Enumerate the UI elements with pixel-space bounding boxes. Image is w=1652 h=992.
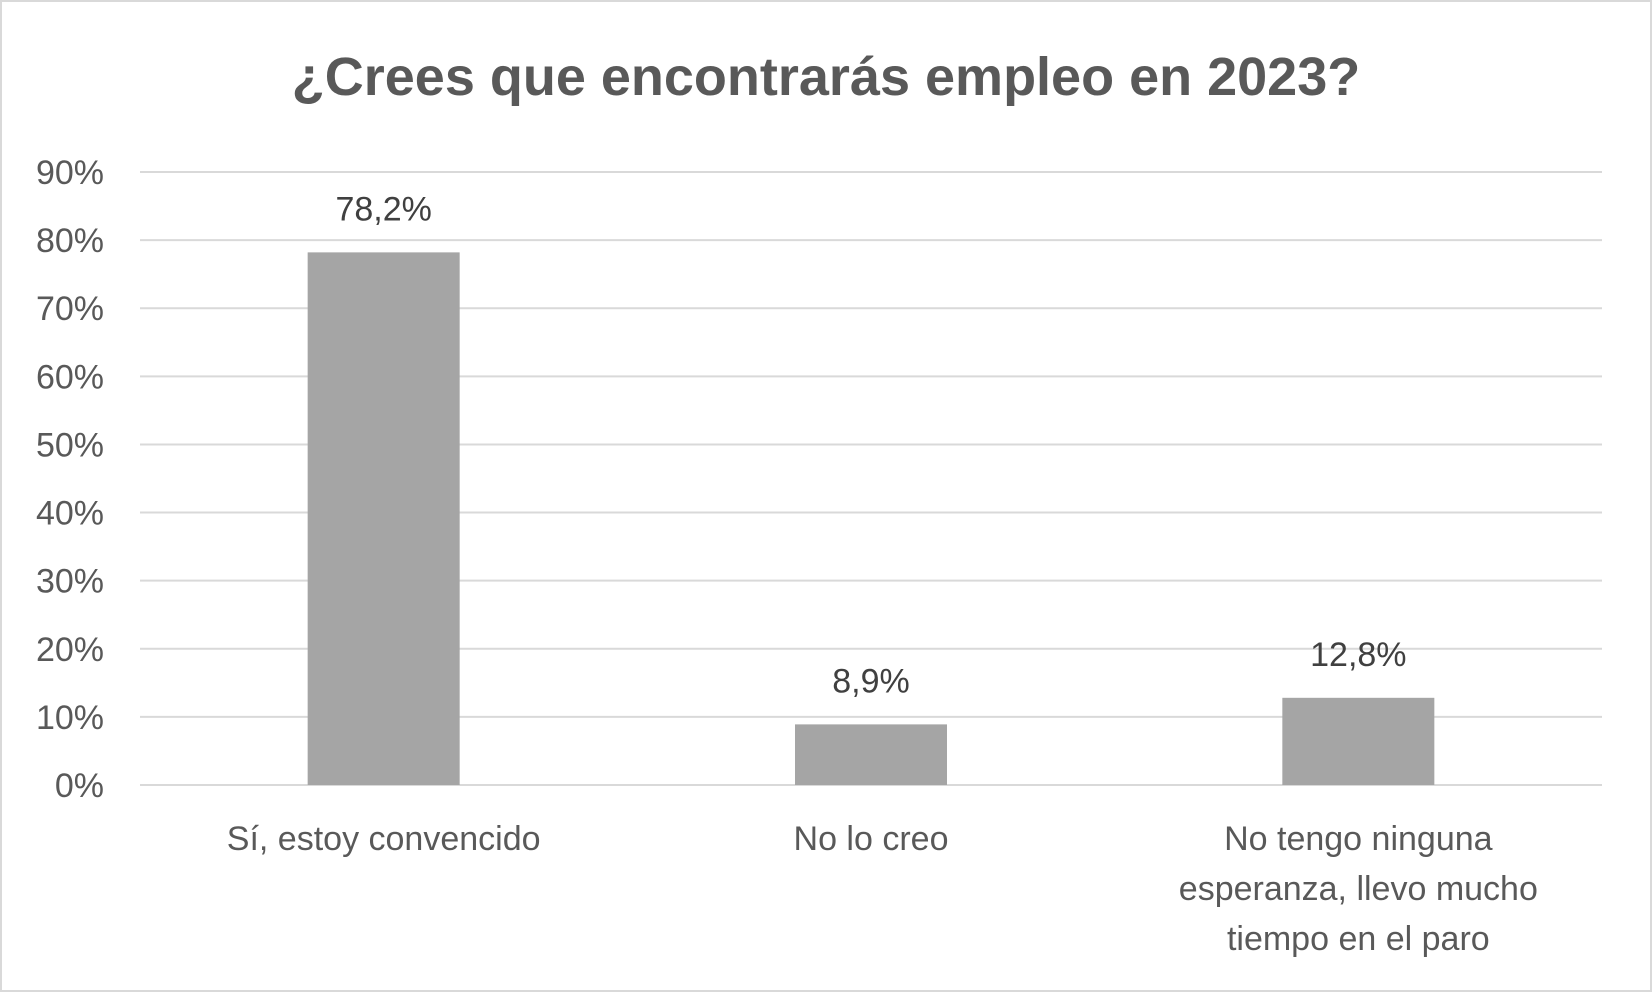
- category-label: No tengo ninguna esperanza, llevo mucho ti…: [1179, 820, 1538, 958]
- bar: [307, 252, 460, 786]
- category-label-line: Sí, estoy convencido: [227, 820, 541, 858]
- data-label: 12,8%: [1310, 636, 1406, 674]
- y-tick-label: 50%: [36, 426, 104, 464]
- data-label: 78,2%: [335, 190, 431, 228]
- category-label-line: No tengo ninguna: [1224, 820, 1493, 858]
- y-tick-label: 90%: [36, 154, 104, 192]
- data-label: 8,9%: [832, 662, 910, 700]
- y-tick-label: 20%: [36, 631, 104, 669]
- bar: [795, 724, 947, 785]
- category-label-line: No lo creo: [794, 820, 949, 858]
- category-label: No lo creo: [794, 820, 949, 858]
- y-tick-label: 40%: [36, 495, 104, 533]
- y-tick-label: 10%: [36, 699, 104, 737]
- category-label-line: tiempo en el paro: [1227, 920, 1490, 958]
- category-label-line: esperanza, llevo mucho: [1179, 870, 1538, 908]
- bar: [1282, 697, 1435, 785]
- y-tick-label: 60%: [36, 358, 104, 396]
- y-tick-label: 70%: [36, 290, 104, 328]
- chart-title: ¿Crees que encontrarás empleo en 2023?: [291, 47, 1361, 107]
- y-tick-label: 80%: [36, 222, 104, 260]
- category-label: Sí, estoy convencido: [227, 820, 541, 858]
- y-tick-label: 0%: [55, 767, 104, 805]
- y-tick-label: 30%: [36, 563, 104, 601]
